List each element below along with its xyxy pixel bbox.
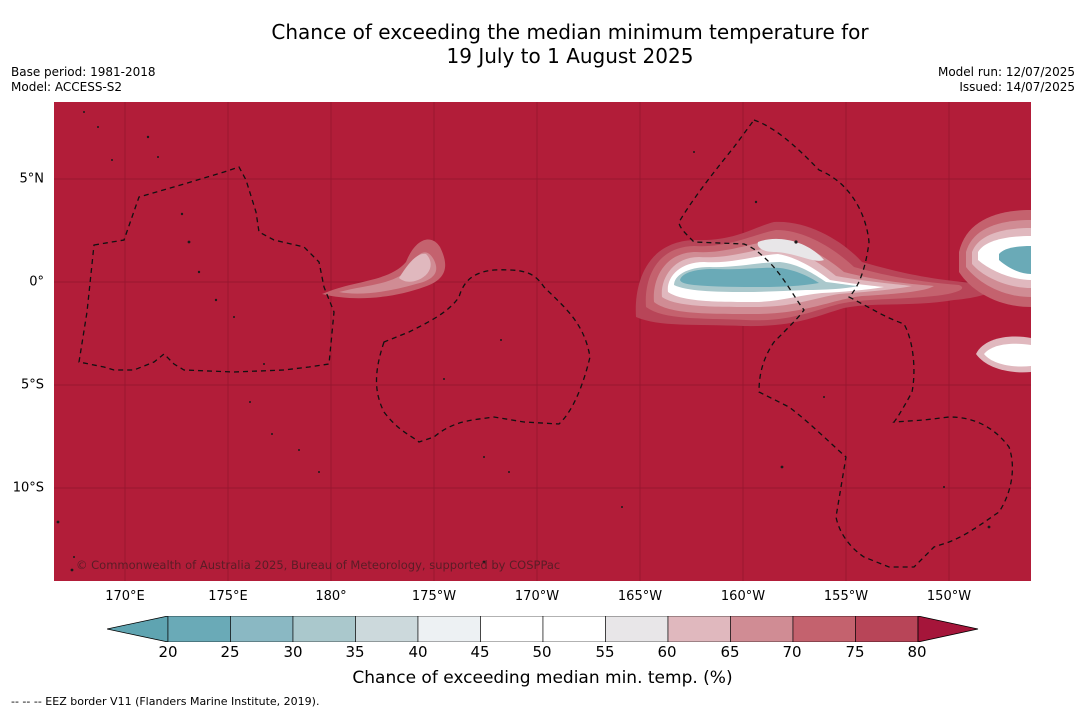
x-tick-label: 175°E xyxy=(208,589,248,604)
colorbar-cell xyxy=(855,616,919,642)
map-panel xyxy=(54,102,1031,581)
colorbar-tick: 20 xyxy=(158,643,178,661)
colorbar-cell xyxy=(167,616,231,642)
x-tick-label: 165°W xyxy=(617,589,663,604)
meta-right: Model run: 12/07/2025 Issued: 14/07/2025 xyxy=(938,65,1075,95)
map-background xyxy=(54,102,1031,581)
model-name: Model: ACCESS-S2 xyxy=(11,80,123,94)
colorbar-cell xyxy=(730,616,794,642)
x-tick-label: 170°E xyxy=(105,589,145,604)
colorbar-tick: 60 xyxy=(657,643,677,661)
colorbar-tick: 75 xyxy=(845,643,865,661)
colorbar-cell xyxy=(792,616,856,642)
y-tick-label: 5°S xyxy=(20,377,44,393)
colorbar-tick: 50 xyxy=(532,643,552,661)
colorbar-cell xyxy=(355,616,419,642)
anomaly-region-central xyxy=(635,221,993,327)
colorbar-tick: 80 xyxy=(907,643,927,661)
colorbar-cell xyxy=(292,616,356,642)
y-tick-label: 0° xyxy=(29,274,44,290)
colorbar-tick: 45 xyxy=(470,643,490,661)
colorbar-tick: 65 xyxy=(720,643,740,661)
base-period: Base period: 1981-2018 xyxy=(11,65,156,79)
title-line-1: Chance of exceeding the median minimum t… xyxy=(271,20,869,44)
meta-left: Base period: 1981-2018 Model: ACCESS-S2 xyxy=(11,65,156,95)
colorbar-cell xyxy=(542,616,606,642)
colorbar-cell xyxy=(230,616,294,642)
islands xyxy=(56,111,991,572)
gridlines xyxy=(54,102,1031,581)
x-tick-label: 170°W xyxy=(514,589,560,604)
colorbar-tick: 55 xyxy=(595,643,615,661)
y-tick-label: 5°N xyxy=(19,171,45,187)
colorbar-arrow-low xyxy=(107,616,169,642)
colorbar-cell xyxy=(605,616,669,642)
model-run: Model run: 12/07/2025 xyxy=(937,65,1075,79)
anomaly-region-west xyxy=(322,239,446,299)
x-tick-label: 160°W xyxy=(720,589,766,604)
map-title: Chance of exceeding the median minimum t… xyxy=(0,20,1085,68)
eez-borders xyxy=(78,119,1014,568)
title-line-2: 19 July to 1 August 2025 xyxy=(446,44,694,68)
y-tick-label: 10°S xyxy=(12,480,44,496)
colorbar-arrow-high xyxy=(917,616,979,642)
colorbar-tick: 40 xyxy=(408,643,428,661)
x-tick-label: 155°W xyxy=(823,589,869,604)
colorbar-tick: 35 xyxy=(345,643,365,661)
colorbar-label: Chance of exceeding median min. temp. (%… xyxy=(352,668,733,688)
x-tick-label: 175°W xyxy=(411,589,457,604)
anomaly-region-east xyxy=(959,210,1031,373)
colorbar-cell xyxy=(667,616,731,642)
eez-footnote: -- -- -- EEZ border V11 (Flanders Marine… xyxy=(11,695,320,708)
copyright-notice: © Commonwealth of Australia 2025, Bureau… xyxy=(76,558,561,572)
colorbar-cell xyxy=(480,616,544,642)
colorbar-cell xyxy=(417,616,481,642)
colorbar-tick: 70 xyxy=(782,643,802,661)
x-tick-label: 180° xyxy=(315,589,347,604)
colorbar-tick: 25 xyxy=(220,643,240,661)
map-svg xyxy=(54,102,1031,581)
issued-date: Issued: 14/07/2025 xyxy=(959,80,1075,94)
x-tick-label: 150°W xyxy=(926,589,972,604)
colorbar xyxy=(107,616,979,642)
colorbar-tick: 30 xyxy=(283,643,303,661)
